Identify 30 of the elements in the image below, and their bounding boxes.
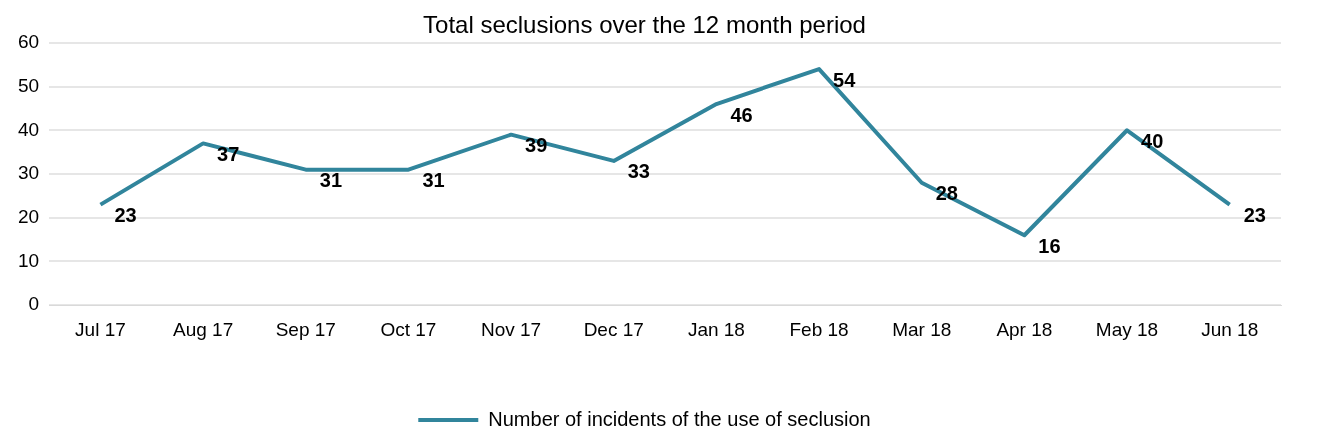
x-tick-label: Jan 18 bbox=[687, 318, 745, 340]
data-label: 16 bbox=[1038, 234, 1061, 257]
x-tick-label: Nov 17 bbox=[480, 318, 542, 340]
x-tick-label: Feb 18 bbox=[789, 318, 849, 340]
x-tick-label: Jul 17 bbox=[75, 318, 126, 340]
y-tick-label: 40 bbox=[17, 118, 40, 140]
data-label: 46 bbox=[730, 103, 753, 126]
y-tick-label: 20 bbox=[17, 205, 40, 227]
x-tick-label: Mar 18 bbox=[892, 318, 952, 340]
data-label: 40 bbox=[1141, 129, 1164, 152]
data-label: 33 bbox=[627, 160, 650, 183]
x-tick-label: Dec 17 bbox=[583, 318, 644, 340]
data-label: 31 bbox=[319, 169, 343, 192]
legend-label: Number of incidents of the use of seclusion bbox=[488, 407, 871, 430]
x-tick-label: Aug 17 bbox=[173, 318, 234, 340]
data-label: 31 bbox=[422, 169, 445, 192]
x-tick-label: May 18 bbox=[1095, 318, 1159, 340]
data-label: 23 bbox=[114, 204, 137, 227]
y-tick-label: 0 bbox=[28, 293, 40, 315]
data-label: 23 bbox=[1243, 204, 1266, 227]
y-tick-label: 60 bbox=[17, 31, 40, 53]
data-label: 54 bbox=[833, 68, 857, 91]
x-tick-label: Sep 17 bbox=[275, 318, 336, 340]
y-tick-label: 10 bbox=[17, 249, 40, 271]
chart-title: Total seclusions over the 12 month period bbox=[423, 11, 866, 39]
y-tick-label: 30 bbox=[17, 162, 40, 184]
x-tick-label: Apr 18 bbox=[996, 318, 1053, 340]
x-tick-label: Oct 17 bbox=[380, 318, 437, 340]
x-tick-label: Jun 18 bbox=[1201, 318, 1259, 340]
y-tick-label: 50 bbox=[17, 74, 40, 96]
